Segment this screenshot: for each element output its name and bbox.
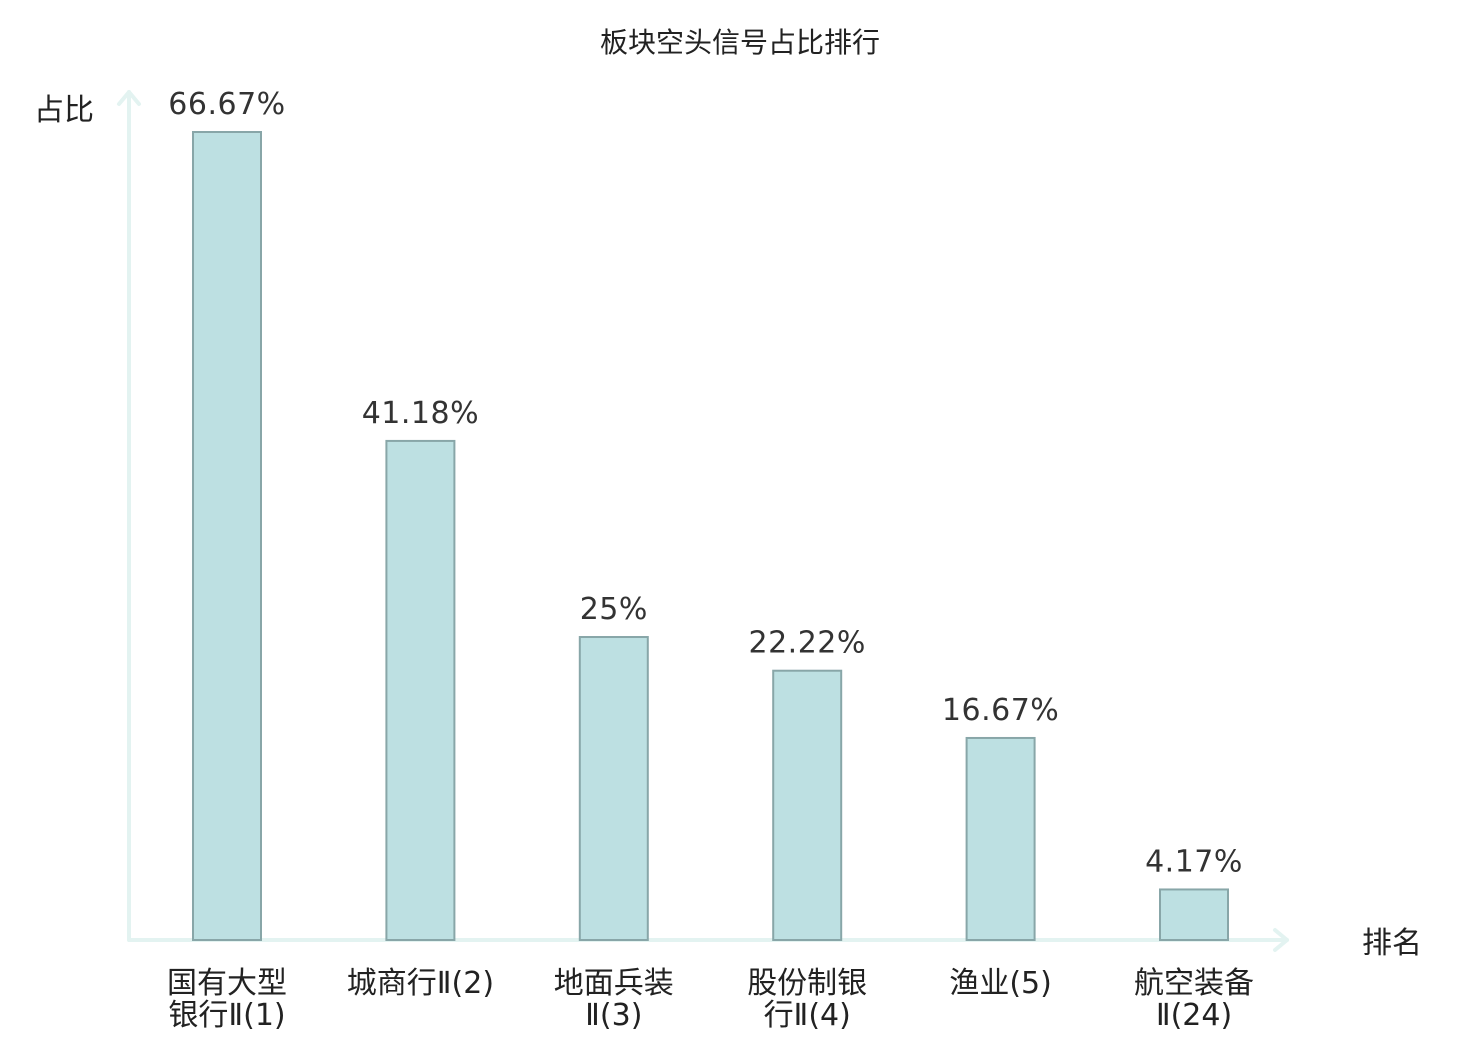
value-labels-group: 66.67% 41.18% 25% 22.22% 16.67% 4.17% bbox=[168, 87, 1243, 879]
bar bbox=[965, 736, 1036, 942]
x-tick-label: 国有大型 bbox=[167, 966, 287, 1001]
data-label: 16.67% bbox=[942, 693, 1059, 728]
x-tick-label: 地面兵装 bbox=[554, 966, 674, 1001]
data-label: 66.67% bbox=[168, 87, 285, 122]
x-tick-label: 航空装备 bbox=[1134, 966, 1254, 1001]
bar bbox=[1159, 888, 1229, 941]
x-tick-label: 渔业(5) bbox=[949, 966, 1052, 1001]
x-tick-label: 行Ⅱ(4) bbox=[764, 998, 851, 1033]
chart-title: 板块空头信号占比排行 bbox=[600, 26, 880, 59]
bar bbox=[578, 636, 649, 941]
bar bbox=[772, 669, 843, 942]
x-tick-label: 城商行Ⅱ(2) bbox=[347, 966, 494, 1001]
data-label: 41.18% bbox=[362, 396, 479, 431]
y-axis-label: 占比 bbox=[34, 93, 94, 128]
bars-group bbox=[192, 131, 1229, 942]
data-label: 4.17% bbox=[1145, 844, 1243, 879]
data-label: 22.22% bbox=[749, 626, 866, 661]
data-label: 25% bbox=[580, 592, 648, 627]
bar bbox=[192, 131, 262, 941]
x-tick-label: Ⅱ(24) bbox=[1156, 998, 1232, 1033]
bar bbox=[385, 439, 456, 941]
x-tick-label: Ⅱ(3) bbox=[585, 998, 642, 1033]
x-tick-label: 银行Ⅱ(1) bbox=[168, 998, 285, 1033]
x-axis bbox=[127, 928, 1289, 952]
x-tick-label: 股份制银 bbox=[747, 966, 867, 1001]
x-axis-label: 排名 bbox=[1362, 926, 1422, 961]
y-axis bbox=[117, 90, 141, 942]
